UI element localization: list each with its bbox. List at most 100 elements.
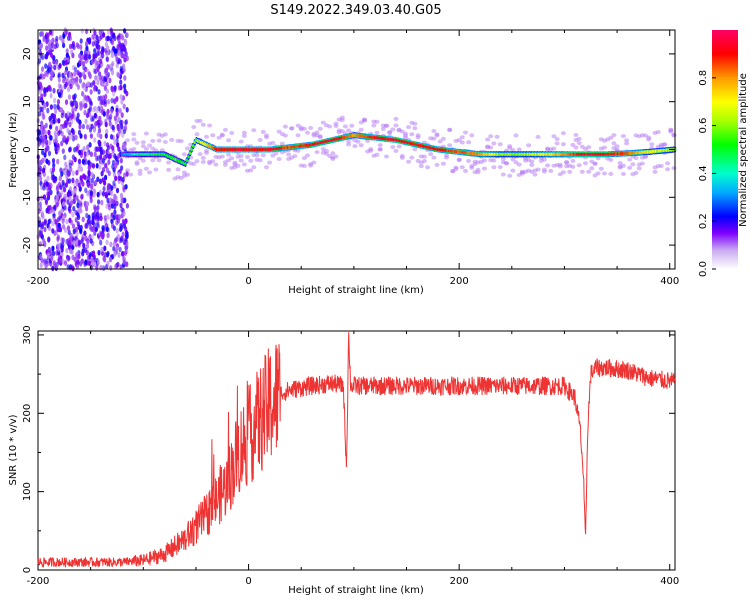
- spectrogram-cell: [409, 132, 415, 137]
- spectrogram-cell: [421, 154, 427, 159]
- spectrogram-cell: [110, 39, 114, 46]
- colorbar-gradient: [712, 30, 738, 269]
- spectrogram-cell: [624, 138, 630, 143]
- spectrogram-cell: [406, 159, 412, 164]
- spectrogram-cell: [98, 35, 102, 42]
- spectrogram-cell: [551, 134, 557, 139]
- spectrogram-cell: [94, 75, 98, 81]
- spectrogram-cell: [99, 146, 103, 153]
- spectrogram-cell: [665, 167, 671, 172]
- spectrogram-cell: [260, 153, 266, 158]
- spectrogram-cell: [76, 69, 80, 76]
- spectrogram-cell: [453, 167, 459, 171]
- snr-y-axis-label: SNR (10 * v/v): [8, 414, 19, 485]
- spectrogram-cell: [71, 170, 75, 177]
- spectrogram-cell: [40, 66, 45, 72]
- spectrogram-cell: [74, 101, 78, 107]
- spectrogram-cell: [55, 35, 59, 42]
- spectrogram-cell: [393, 116, 399, 121]
- spectrogram-cell: [241, 162, 247, 167]
- spectrogram-cell: [425, 165, 431, 170]
- spectrogram-cell: [99, 154, 103, 160]
- spectrogram-cell: [53, 103, 57, 110]
- spectrogram-cell: [608, 157, 614, 162]
- spectrogram-cell: [39, 262, 43, 269]
- spectrogram-cell: [65, 247, 69, 254]
- spectrogram-cell: [38, 201, 42, 207]
- spectrogram-cell: [649, 142, 655, 147]
- spectrogram-cell: [93, 30, 97, 36]
- spectrogram-cell: [573, 145, 579, 150]
- spectrogram-cell: [52, 118, 56, 124]
- spectrogram-cell: [85, 45, 89, 51]
- spectrogram-cell: [463, 169, 468, 173]
- spectrogram-cell: [500, 156, 506, 161]
- spectrogram-cell: [463, 130, 468, 135]
- spectrogram-cell: [87, 160, 91, 166]
- spectrogram-cell: [301, 126, 307, 131]
- spectrogram-cell: [87, 214, 91, 221]
- spectrogram-cell: [49, 92, 53, 99]
- spectrogram-cell: [45, 158, 49, 165]
- spectrogram-cell: [105, 239, 109, 246]
- spectrogram-cell: [447, 128, 453, 132]
- spectrogram-cell: [59, 184, 63, 190]
- spectrogram-cell: [89, 89, 93, 95]
- spectrogram-cell: [210, 159, 216, 164]
- spectrogram-cell: [77, 253, 81, 260]
- colorbar-tick-label: 0.4: [698, 165, 709, 181]
- spectrogram-cell: [104, 121, 108, 128]
- spectrogram-cell: [106, 45, 110, 51]
- spectrogram-cell: [54, 108, 58, 114]
- spectrogram-cell: [82, 242, 86, 249]
- spectrogram-cell: [79, 44, 83, 50]
- spectrogram-cell: [586, 145, 592, 150]
- spectrogram-cell: [554, 137, 560, 141]
- spectrogram-cell: [96, 221, 100, 228]
- spectrogram-cell: [83, 133, 87, 140]
- spectrogram-cell: [564, 160, 570, 165]
- spectrogram-cell: [602, 145, 607, 150]
- spectrogram-cell: [516, 147, 522, 152]
- spectrogram-cell: [68, 121, 72, 128]
- spectrogram-cell: [548, 168, 554, 173]
- spectrogram-cell: [65, 29, 69, 35]
- spectrogram-cell: [532, 172, 538, 177]
- spectrogram-cell: [434, 162, 440, 167]
- spectrogram-cell: [43, 152, 47, 158]
- spectrogram-cell: [86, 190, 90, 197]
- spectrogram-cell: [54, 145, 58, 152]
- spectrogram-cell: [95, 146, 99, 152]
- spectrogram-cell: [346, 128, 352, 133]
- spectrogram-cell: [63, 154, 67, 161]
- spectrogram-cell: [90, 226, 94, 233]
- spectrogram-cell: [93, 230, 97, 236]
- spectrogram-cell: [80, 194, 84, 200]
- spectrogram-cell: [73, 71, 77, 77]
- spectrogram-cell: [169, 138, 175, 142]
- spectrogram-cell: [62, 186, 67, 193]
- spectrogram-cell: [576, 141, 582, 145]
- spectrogram-cell: [56, 99, 61, 105]
- spectrogram-cell: [75, 231, 79, 237]
- spectrogram-cell: [111, 60, 115, 67]
- x-tick-label: 200: [450, 576, 469, 587]
- spectrogram-cell: [113, 153, 117, 159]
- spectrogram-cell: [93, 48, 97, 54]
- spectrogram-cell: [56, 158, 60, 165]
- spectrogram-cell: [119, 237, 123, 243]
- spectrogram-cell: [113, 251, 117, 257]
- spectrogram-cell: [219, 154, 225, 159]
- spectrogram-cell: [75, 169, 79, 176]
- spectrogram-cell: [121, 176, 125, 183]
- spectrogram-cell: [50, 255, 54, 262]
- spectrogram-cell: [46, 32, 50, 38]
- y-tick-label: 10: [22, 95, 33, 108]
- spectrogram-cell: [125, 107, 129, 113]
- spectrogram-cell: [491, 141, 497, 146]
- spectrogram-cell: [88, 37, 92, 43]
- spectrogram-cell: [85, 28, 89, 35]
- spectrogram-cell: [106, 29, 111, 35]
- spectrogram-cell: [95, 43, 99, 49]
